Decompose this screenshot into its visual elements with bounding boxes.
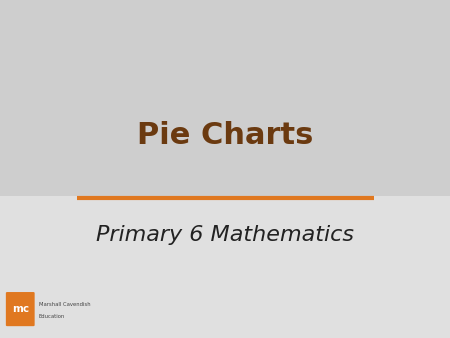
Text: Education: Education bbox=[39, 314, 65, 319]
Bar bbox=[0, 0, 450, 196]
FancyBboxPatch shape bbox=[6, 292, 35, 326]
Text: mc: mc bbox=[12, 304, 29, 314]
Text: Marshall Cavendish: Marshall Cavendish bbox=[39, 302, 90, 307]
Text: Pie Charts: Pie Charts bbox=[137, 121, 313, 150]
Text: Primary 6 Mathematics: Primary 6 Mathematics bbox=[96, 225, 354, 245]
